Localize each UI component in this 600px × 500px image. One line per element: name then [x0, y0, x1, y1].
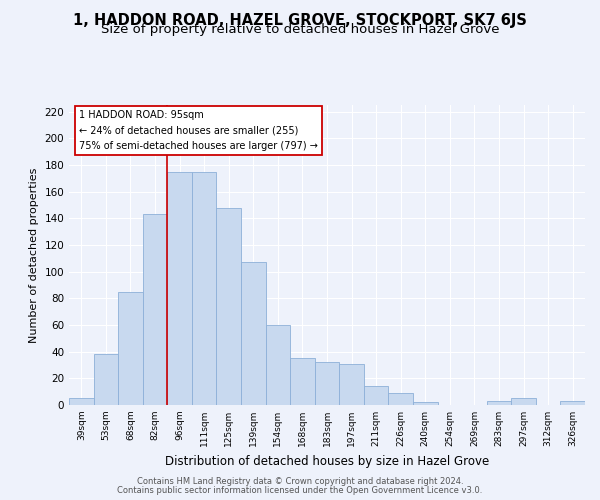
Bar: [217, 208, 241, 405]
Bar: [94, 354, 118, 405]
Bar: [560, 401, 585, 405]
Bar: [364, 386, 388, 405]
Bar: [388, 393, 413, 405]
Bar: [413, 402, 437, 405]
Y-axis label: Number of detached properties: Number of detached properties: [29, 168, 39, 342]
Text: Size of property relative to detached houses in Hazel Grove: Size of property relative to detached ho…: [101, 24, 499, 36]
Text: 1 HADDON ROAD: 95sqm
← 24% of detached houses are smaller (255)
75% of semi-deta: 1 HADDON ROAD: 95sqm ← 24% of detached h…: [79, 110, 318, 150]
Text: Contains HM Land Registry data © Crown copyright and database right 2024.: Contains HM Land Registry data © Crown c…: [137, 477, 463, 486]
Bar: [339, 364, 364, 405]
Bar: [118, 292, 143, 405]
Bar: [266, 325, 290, 405]
Bar: [192, 172, 217, 405]
Bar: [241, 262, 266, 405]
Bar: [143, 214, 167, 405]
Bar: [511, 398, 536, 405]
Text: 1, HADDON ROAD, HAZEL GROVE, STOCKPORT, SK7 6JS: 1, HADDON ROAD, HAZEL GROVE, STOCKPORT, …: [73, 12, 527, 28]
Bar: [69, 398, 94, 405]
Bar: [167, 172, 192, 405]
Bar: [315, 362, 339, 405]
Bar: [487, 401, 511, 405]
Bar: [290, 358, 315, 405]
X-axis label: Distribution of detached houses by size in Hazel Grove: Distribution of detached houses by size …: [165, 454, 489, 468]
Text: Contains public sector information licensed under the Open Government Licence v3: Contains public sector information licen…: [118, 486, 482, 495]
